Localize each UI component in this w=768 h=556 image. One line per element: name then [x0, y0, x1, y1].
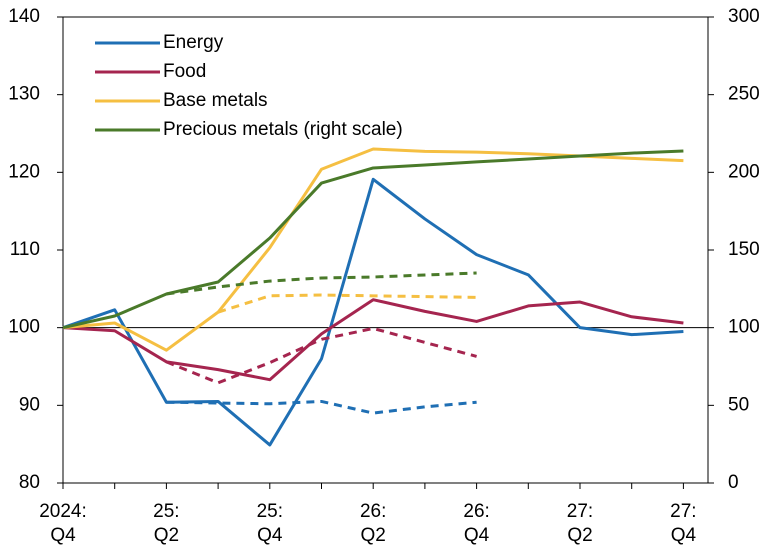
previous-forecast-line: [165, 326, 477, 385]
y-tick-label: 120: [8, 161, 40, 182]
y-tick-label: 80: [19, 472, 40, 493]
y2-tick-label: 300: [728, 6, 760, 27]
plot-frame: [62, 16, 709, 484]
previous-forecast-line: [166, 271, 477, 296]
y2-tick-label: 100: [728, 317, 760, 338]
series-line: [62, 177, 684, 447]
legend-label: Energy: [163, 32, 224, 53]
y-tick-label: 100: [8, 317, 40, 338]
x-tick-label: 25: Q4: [256, 501, 283, 546]
x-tick-label: 25: Q2: [153, 501, 180, 546]
legend-label: Base metals: [163, 90, 268, 111]
x-tick-label: 26: Q4: [463, 501, 490, 546]
y2-tick-label: 50: [728, 394, 749, 415]
y2-tick-label: 0: [728, 472, 739, 493]
x-tick-label: 2024: Q4: [39, 501, 87, 546]
x-tick-label: 27: Q2: [566, 501, 594, 546]
series-line: [62, 298, 684, 382]
y2-tick-label: 150: [728, 239, 760, 260]
y-tick-label: 130: [8, 84, 40, 105]
previous-forecast-line: [217, 293, 477, 314]
y2-tick-label: 250: [728, 84, 760, 105]
y-tick-label: 110: [10, 239, 40, 260]
legend-label: Precious metals (right scale): [163, 119, 403, 140]
x-tick-label: 26: Q2: [359, 501, 387, 546]
y-tick-label: 140: [8, 6, 40, 27]
previous-forecast-line: [166, 399, 477, 415]
legend-label: Food: [163, 61, 206, 82]
y-tick-label: 90: [19, 394, 40, 415]
x-tick-label: 27: Q4: [670, 501, 697, 546]
y2-tick-label: 200: [728, 161, 760, 182]
